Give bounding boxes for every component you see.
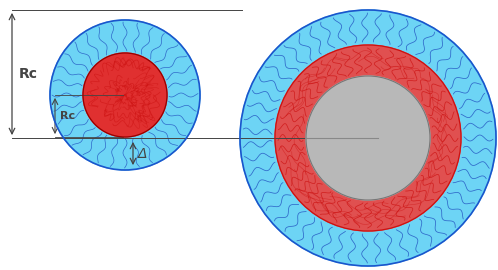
Circle shape — [306, 76, 430, 200]
Circle shape — [240, 10, 496, 266]
Circle shape — [50, 20, 200, 170]
Circle shape — [83, 53, 167, 137]
Circle shape — [275, 45, 461, 231]
Text: Rc: Rc — [19, 67, 38, 81]
Text: Rc: Rc — [60, 111, 75, 121]
Text: Δ: Δ — [138, 147, 147, 160]
